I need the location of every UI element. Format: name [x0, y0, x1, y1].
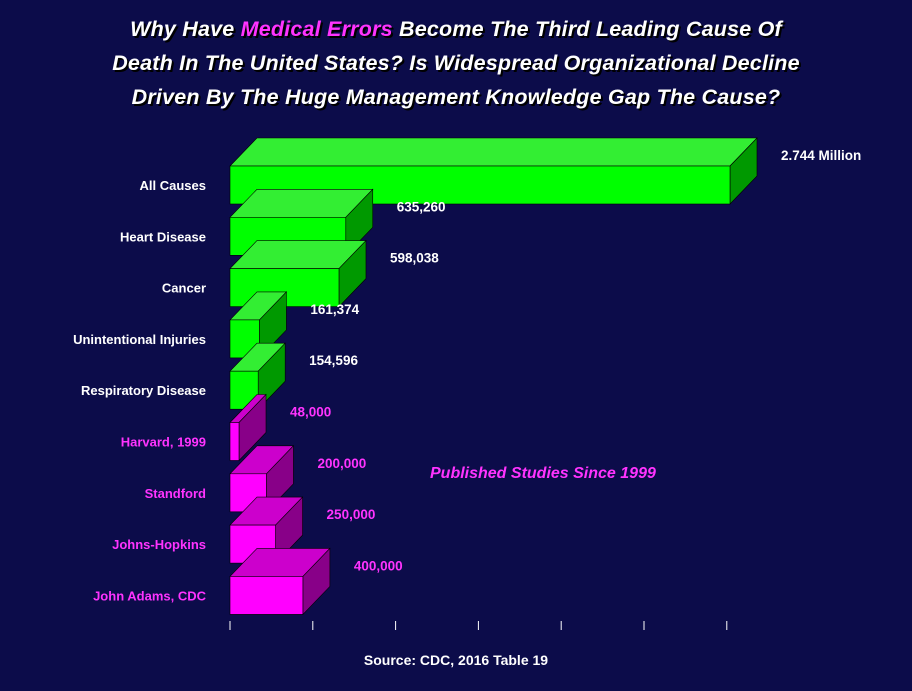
labels-group: All Causes 2.744 Million Heart Disease 635,… — [73, 148, 861, 603]
category-label-unintentional-injuries: Unintentional Injuries — [73, 332, 206, 347]
published-studies-annotation: Published Studies Since 1999 — [430, 465, 656, 482]
bar-john-adams-cdc — [229, 547, 331, 616]
bar-respiratory-disease — [229, 342, 286, 410]
value-label-respiratory-disease: 154,596 — [309, 353, 358, 368]
bar-front-face — [229, 422, 240, 461]
title-line-1-start: Why Have — [130, 17, 241, 41]
value-label-harvard-1999: 48,000 — [290, 405, 331, 420]
value-label-heart-disease: 635,260 — [397, 199, 446, 214]
value-label-standford: 200,000 — [317, 456, 366, 471]
title-line-1-end: Become The Third Leading Cause Of — [392, 17, 782, 41]
title-line-3: Driven By The Huge Management Knowledge … — [131, 85, 781, 109]
value-label-johns-hopkins: 250,000 — [327, 507, 376, 522]
source-note: Source: CDC, 2016 Table 19 — [363, 652, 549, 668]
x-axis — [229, 621, 728, 630]
chart-title: Why Have Medical Errors Become The Third… — [0, 12, 912, 114]
category-label-all-causes: All Causes — [140, 178, 206, 193]
category-label-johns-hopkins: Johns-Hopkins — [112, 537, 206, 552]
value-label-unintentional-injuries: 161,374 — [310, 302, 359, 317]
bar-cancer — [229, 239, 367, 308]
value-label-all-causes: 2.744 Million — [781, 148, 861, 163]
bar-front-face — [229, 576, 304, 615]
bar-harvard-1999 — [229, 393, 267, 462]
value-label-cancer: 598,038 — [390, 251, 439, 266]
category-label-harvard-1999: Harvard, 1999 — [121, 435, 206, 450]
category-label-respiratory-disease: Respiratory Disease — [81, 383, 206, 398]
category-label-standford: Standford — [145, 486, 206, 501]
title-highlight-medical-errors: Medical Errors — [240, 17, 393, 41]
bar-unintentional-injuries — [229, 291, 288, 359]
category-label-cancer: Cancer — [162, 281, 206, 296]
category-label-heart-disease: Heart Disease — [120, 229, 206, 244]
title-line-2: Death In The United States? Is Widesprea… — [112, 51, 800, 75]
bar-front-face — [229, 319, 260, 359]
value-label-john-adams-cdc: 400,000 — [354, 558, 403, 573]
category-label-john-adams-cdc: John Adams, CDC — [93, 588, 207, 603]
bar-johns-hopkins — [229, 496, 304, 564]
bars-group — [229, 137, 758, 616]
bar-top-face — [229, 137, 758, 167]
title-line-1: Why Have Medical Errors Become The Third… — [0, 12, 912, 46]
